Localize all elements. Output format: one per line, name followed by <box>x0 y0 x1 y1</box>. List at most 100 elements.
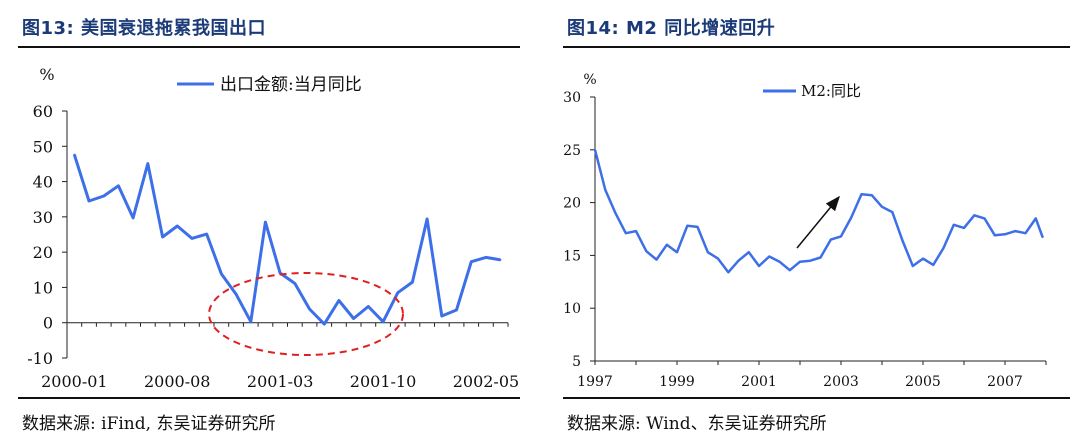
x-tick-label: 2007 <box>987 374 1023 390</box>
x-tick-label: 2002-05 <box>453 372 519 391</box>
data-point <box>809 259 811 262</box>
y-tick-label: 40 <box>33 173 53 192</box>
data-point <box>1024 232 1027 234</box>
y-tick-label: 15 <box>563 248 581 264</box>
y-tick-label: 60 <box>33 102 53 121</box>
data-point <box>953 224 955 226</box>
data-point <box>235 293 237 295</box>
data-point <box>922 257 924 260</box>
data-point <box>871 194 873 196</box>
data-point <box>323 323 326 325</box>
data-point <box>614 212 617 214</box>
y-tick-label: 20 <box>33 243 53 262</box>
right-chart-svg: 5 10 15 20 25 30 1997 1999 2001 2003 2005 2007% M2:同… <box>563 72 1047 390</box>
data-point <box>963 227 965 229</box>
data-point <box>686 225 688 227</box>
data-point <box>294 282 296 285</box>
data-point <box>1004 233 1006 235</box>
data-point <box>727 271 729 273</box>
data-point <box>396 291 399 294</box>
data-point <box>594 149 596 151</box>
data-point <box>901 239 904 242</box>
right-chart-panel: 图14: M2 同比增速回升 5 10 15 20 25 30 1997 1999 2001 20… <box>545 0 1080 445</box>
data-point <box>132 217 134 219</box>
y-tick-label: 30 <box>33 208 53 227</box>
data-point <box>789 269 791 271</box>
data-point <box>655 258 658 261</box>
data-point <box>973 214 975 216</box>
data-point <box>942 247 945 249</box>
data-point <box>891 211 893 213</box>
x-tick-label: 2001 <box>741 374 777 390</box>
data-point <box>737 259 740 262</box>
data-point <box>625 232 627 234</box>
y-tick-label: 10 <box>33 278 53 297</box>
left-chart-panel: 图13: 美国衰退拖累我国出口 -10 0 10 20 30 40 50 60 2000-01 2… <box>0 0 530 445</box>
data-point <box>635 230 637 232</box>
data-point <box>308 308 311 310</box>
right-chart-title: 图14: M2 同比增速回升 <box>567 18 776 39</box>
legend-label: M2:同比 <box>801 82 861 100</box>
data-point <box>352 317 355 320</box>
data-point <box>666 244 668 246</box>
right-source-divider <box>563 397 1070 399</box>
data-point <box>983 217 986 220</box>
data-point <box>102 195 105 197</box>
data-point <box>161 236 164 238</box>
data-point <box>382 320 384 323</box>
y-tick-label: 20 <box>563 196 581 212</box>
data-point <box>176 225 179 227</box>
series-line-m2-yoy <box>593 149 1044 274</box>
data-point <box>1042 236 1044 239</box>
left-title-divider <box>18 46 520 48</box>
data-point <box>367 305 370 308</box>
data-point <box>860 193 863 195</box>
data-point <box>455 309 458 311</box>
data-point <box>411 281 414 283</box>
data-point <box>147 162 149 165</box>
data-point <box>707 251 709 253</box>
data-point <box>819 256 822 259</box>
y-tick-label: 50 <box>33 137 53 156</box>
x-tick-label: 2000-08 <box>144 372 210 391</box>
data-point <box>645 250 647 252</box>
x-tick-label: 2001-10 <box>350 372 416 391</box>
left-source-note: 数据来源: iFind, 东吴证券研究所 <box>22 414 276 434</box>
data-point <box>696 226 699 228</box>
data-point <box>799 261 801 263</box>
x-tick-label: 2003 <box>823 374 859 390</box>
data-point <box>220 272 223 275</box>
data-point <box>1014 230 1016 232</box>
data-point <box>748 251 750 253</box>
y-tick-label: 10 <box>563 301 581 317</box>
data-point <box>932 264 934 266</box>
data-point <box>768 255 770 258</box>
data-point <box>117 185 120 187</box>
trough-highlight-ellipse <box>208 272 404 356</box>
data-point <box>485 256 487 259</box>
y-tick-label: 30 <box>563 90 581 106</box>
x-tick-label: 1997 <box>577 374 613 390</box>
legend-label: 出口金额:当月同比 <box>220 75 362 95</box>
data-point <box>881 206 883 208</box>
data-point <box>470 260 473 263</box>
data-point <box>205 233 208 235</box>
data-point <box>912 265 914 267</box>
data-point <box>717 257 719 260</box>
data-point <box>73 153 76 156</box>
x-tick-label: 2001-03 <box>247 372 313 391</box>
y-tick-label: 5 <box>572 354 581 370</box>
data-point <box>1035 217 1037 220</box>
y-axis-unit-label: % <box>583 72 596 88</box>
y-tick-label: 0 <box>43 314 53 333</box>
right-source-note: 数据来源: Wind、东吴证券研究所 <box>567 414 827 434</box>
left-chart-svg: -10 0 10 20 30 40 50 60 2000-01 2000-08 2001-03 200… <box>27 65 519 391</box>
data-point <box>850 216 852 219</box>
data-point <box>441 315 443 317</box>
right-title-divider <box>563 46 1070 48</box>
data-point <box>499 259 502 261</box>
left-chart-title: 图13: 美国衰退拖累我国出口 <box>22 18 267 39</box>
data-point <box>249 320 252 323</box>
series-line-export-yoy <box>72 153 501 326</box>
y-tick-label: 25 <box>563 143 581 159</box>
